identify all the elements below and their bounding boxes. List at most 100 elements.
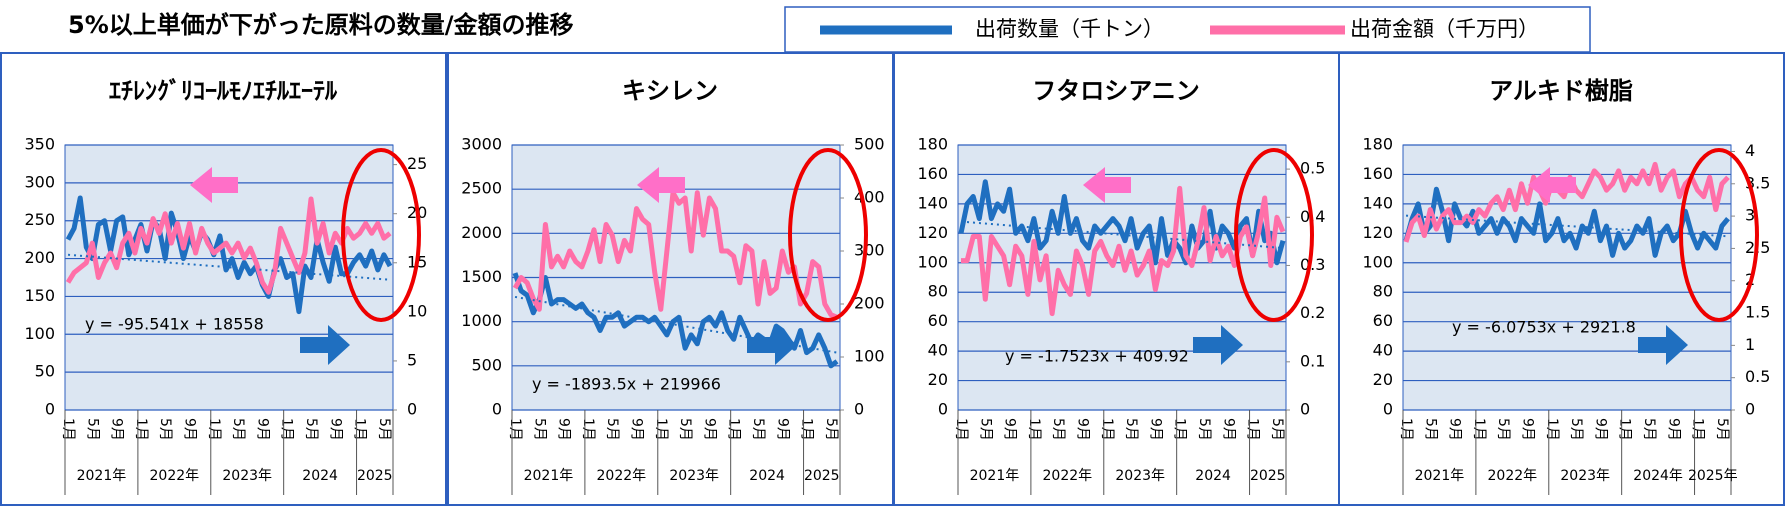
series-line <box>512 190 839 320</box>
year-label: 2025 <box>804 468 840 484</box>
x-tick-label: 5月 <box>604 418 620 441</box>
blue-arrow <box>1193 325 1243 365</box>
y-tick-label: 60 <box>1373 311 1393 330</box>
y-tick-label: 1500 <box>461 267 502 286</box>
x-tick-label: 5月 <box>1269 418 1285 441</box>
y-tick-label: 140 <box>1362 193 1393 212</box>
y-tick-label: 160 <box>1362 164 1393 183</box>
pink-arrow <box>190 167 238 203</box>
x-tick-label: 5月 <box>977 418 993 441</box>
x-tick-label: 5月 <box>677 418 693 441</box>
y2-tick-label: 10 <box>407 301 427 320</box>
y-tick-label: 180 <box>1362 135 1393 154</box>
y-tick-label: 0 <box>1383 400 1393 419</box>
x-tick-label: 9月 <box>1592 418 1608 441</box>
y2-tick-label: 3 <box>1745 206 1755 225</box>
y-tick-label: 1000 <box>461 311 502 330</box>
x-tick-label: 1月 <box>1544 418 1560 441</box>
year-label: 2025年 <box>1688 468 1738 484</box>
x-tick-label: 9月 <box>1002 418 1018 441</box>
y2-tick-label: 0 <box>1300 400 1310 419</box>
year-label: 2022年 <box>597 468 647 484</box>
trend-equation: y = -6.0753x + 2921.8 <box>1452 318 1636 337</box>
year-label: 2023年 <box>222 468 272 484</box>
series-line <box>961 185 1286 317</box>
x-tick-label: 1月 <box>507 418 523 441</box>
panel-title: キシレン <box>622 77 718 105</box>
y2-tick-label: 0 <box>407 400 417 419</box>
y-tick-label: 60 <box>928 311 948 330</box>
y-tick-label: 0 <box>938 400 948 419</box>
y-tick-label: 2000 <box>461 223 502 242</box>
y2-tick-label: 0 <box>854 400 864 419</box>
x-tick-label: 1月 <box>1471 418 1487 441</box>
y-tick-label: 200 <box>24 248 55 267</box>
y-tick-label: 160 <box>917 164 948 183</box>
year-label: 2025 <box>357 468 393 484</box>
year-label: 2023年 <box>1560 468 1610 484</box>
x-tick-label: 1月 <box>1690 418 1706 441</box>
x-tick-label: 9月 <box>556 418 572 441</box>
series-line <box>65 195 393 315</box>
year-label: 2021年 <box>77 468 127 484</box>
year-label: 2024年 <box>1633 468 1683 484</box>
y-tick-label: 80 <box>928 282 948 301</box>
x-tick-label: 5月 <box>1641 418 1657 441</box>
x-tick-label: 5月 <box>1568 418 1584 441</box>
y-tick-label: 20 <box>928 370 948 389</box>
trend-equation: y = -1893.5x + 219966 <box>532 375 721 394</box>
y-tick-label: 20 <box>1373 370 1393 389</box>
x-tick-label: 5月 <box>1123 418 1139 441</box>
y-tick-label: 100 <box>917 252 948 271</box>
x-tick-label: 1月 <box>1172 418 1188 441</box>
x-tick-label: 1月 <box>60 418 76 441</box>
year-label: 2024 <box>1195 468 1231 484</box>
y-tick-label: 100 <box>1362 252 1393 271</box>
y2-tick-label: 0.5 <box>1745 367 1770 386</box>
trend-line <box>514 295 838 354</box>
blue-arrow <box>300 325 350 365</box>
legend-label: 出荷金額（千万円） <box>1350 17 1539 41</box>
legend-label: 出荷数量（千トン） <box>975 17 1164 41</box>
year-label: 2021年 <box>970 468 1020 484</box>
y2-tick-label: 25 <box>407 154 427 173</box>
x-tick-label: 1月 <box>206 418 222 441</box>
y2-tick-label: 4 <box>1745 141 1755 160</box>
year-label: 2024 <box>749 468 785 484</box>
y2-tick-label: 1.5 <box>1745 303 1770 322</box>
x-tick-label: 1月 <box>580 418 596 441</box>
x-tick-label: 9月 <box>327 418 343 441</box>
x-tick-label: 1月 <box>1099 418 1115 441</box>
x-tick-label: 1月 <box>953 418 969 441</box>
x-tick-label: 5月 <box>157 418 173 441</box>
y-tick-label: 80 <box>1373 282 1393 301</box>
trend-equation: y = -1.7523x + 409.92 <box>1005 347 1189 366</box>
x-tick-label: 9月 <box>1665 418 1681 441</box>
x-tick-label: 9月 <box>1520 418 1536 441</box>
y2-tick-label: 0.2 <box>1300 303 1325 322</box>
y2-tick-label: 500 <box>854 135 885 154</box>
x-tick-label: 9月 <box>254 418 270 441</box>
series-line <box>512 272 839 369</box>
y2-tick-label: 0 <box>1745 400 1755 419</box>
blue-arrow <box>1638 325 1688 365</box>
y-tick-label: 140 <box>917 193 948 212</box>
x-tick-label: 5月 <box>1196 418 1212 441</box>
x-tick-label: 9月 <box>701 418 717 441</box>
x-tick-label: 1月 <box>1398 418 1414 441</box>
y-tick-label: 150 <box>24 286 55 305</box>
x-tick-label: 9月 <box>109 418 125 441</box>
x-tick-label: 5月 <box>1714 418 1730 441</box>
y-tick-label: 2500 <box>461 179 502 198</box>
x-tick-label: 5月 <box>1050 418 1066 441</box>
y-tick-label: 40 <box>928 341 948 360</box>
x-tick-label: 1月 <box>1245 418 1261 441</box>
x-tick-label: 9月 <box>774 418 790 441</box>
y-tick-label: 180 <box>917 135 948 154</box>
year-label: 2021年 <box>1415 468 1465 484</box>
panel-title: アルキド樹脂 <box>1489 77 1633 105</box>
y-tick-label: 350 <box>24 135 55 154</box>
y2-tick-label: 0.1 <box>1300 351 1325 370</box>
y-tick-label: 50 <box>35 362 55 381</box>
